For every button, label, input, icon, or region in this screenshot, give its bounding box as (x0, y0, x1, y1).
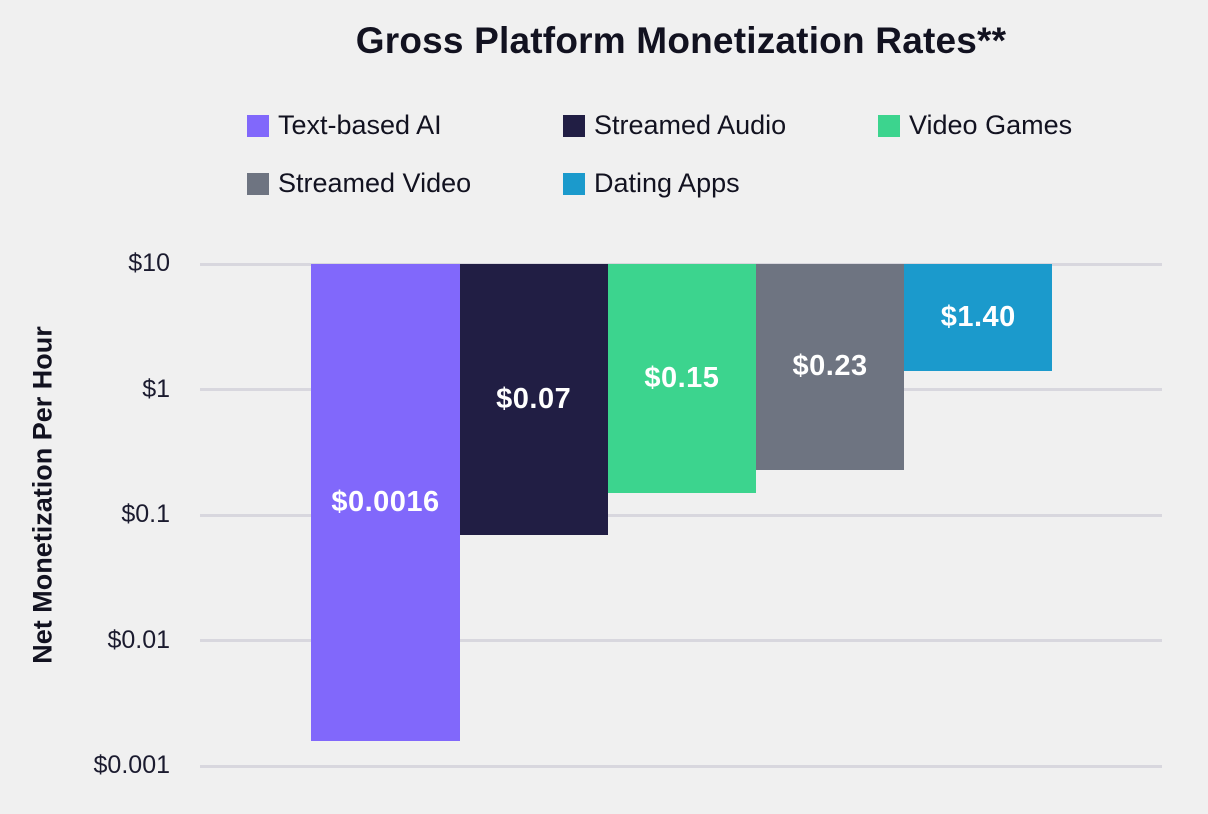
y-tick-label: $10 (128, 249, 170, 277)
legend: Text-based AI Streamed Audio Video Games St… (247, 0, 1187, 210)
bar-value-label: $0.15 (644, 362, 720, 395)
legend-swatch-text-based-ai (247, 114, 269, 137)
y-tick-label: $0.1 (121, 500, 170, 529)
legend-item-streamed-audio: Streamed Audio (563, 110, 786, 141)
y-tick-label: $0.01 (107, 625, 170, 654)
legend-item-text-based-ai: Text-based AI (247, 110, 442, 141)
bar-value-label: $0.07 (496, 382, 572, 415)
bar-video-games: $0.15 (607, 264, 756, 494)
y-tick-label: $0.001 (93, 751, 170, 780)
bar-value-label: $0.0016 (331, 485, 440, 518)
gridline-0.001 (200, 764, 1162, 768)
legend-item-dating-apps: Dating Apps (563, 168, 740, 199)
y-axis-label: Net Monetization Per Hour (27, 326, 58, 664)
legend-label: Text-based AI (278, 110, 442, 140)
legend-label: Streamed Audio (594, 110, 787, 140)
legend-label: Dating Apps (594, 168, 740, 198)
legend-label: Streamed Video (278, 168, 472, 198)
bar-value-label: $1.40 (940, 301, 1016, 334)
y-tick-label: $1 (142, 374, 170, 403)
gridline-0.1 (200, 513, 1162, 517)
gridline-0.01 (200, 639, 1162, 643)
bar-streamed-video: $0.23 (756, 264, 905, 470)
legend-item-video-games: Video Games (878, 110, 1072, 141)
bar-value-label: $0.23 (792, 350, 868, 383)
bar-streamed-audio: $0.07 (459, 264, 608, 535)
legend-swatch-dating-apps (563, 172, 585, 195)
legend-item-streamed-video: Streamed Video (247, 168, 471, 199)
legend-swatch-streamed-video (247, 172, 269, 195)
legend-label: Video Games (909, 110, 1073, 140)
legend-swatch-streamed-audio (563, 114, 585, 137)
legend-swatch-video-games (878, 114, 900, 137)
chart-title: Gross Platform Monetization Rates** (355, 20, 1007, 61)
bar-dating-apps: $1.40 (904, 264, 1053, 372)
bar-text-based-ai: $0.0016 (311, 264, 460, 741)
